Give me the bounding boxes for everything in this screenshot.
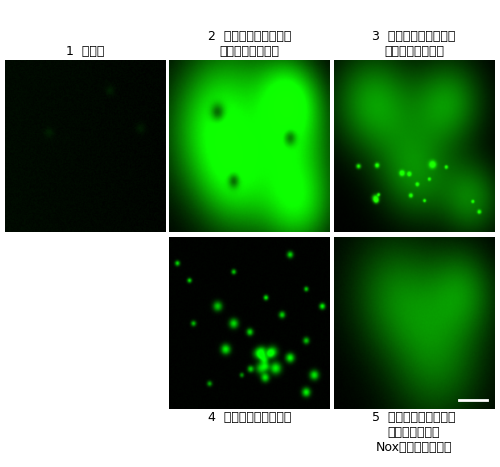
Text: 4  肝細胞＋パン酵母菌: 4 肝細胞＋パン酵母菌 xyxy=(208,411,292,424)
Text: 5  肝細胞＋カンジダ菌
（グラブラータ
Nox遺伝子破壊株）: 5 肝細胞＋カンジダ菌 （グラブラータ Nox遺伝子破壊株） xyxy=(372,411,456,454)
Text: 1  肝細胞: 1 肝細胞 xyxy=(66,45,104,58)
Text: 2  肝細胞＋カンジダ菌
（アルビカンス）: 2 肝細胞＋カンジダ菌 （アルビカンス） xyxy=(208,30,292,58)
Text: 3  肝細胞＋カンジダ菌
（グラブラータ）: 3 肝細胞＋カンジダ菌 （グラブラータ） xyxy=(372,30,456,58)
